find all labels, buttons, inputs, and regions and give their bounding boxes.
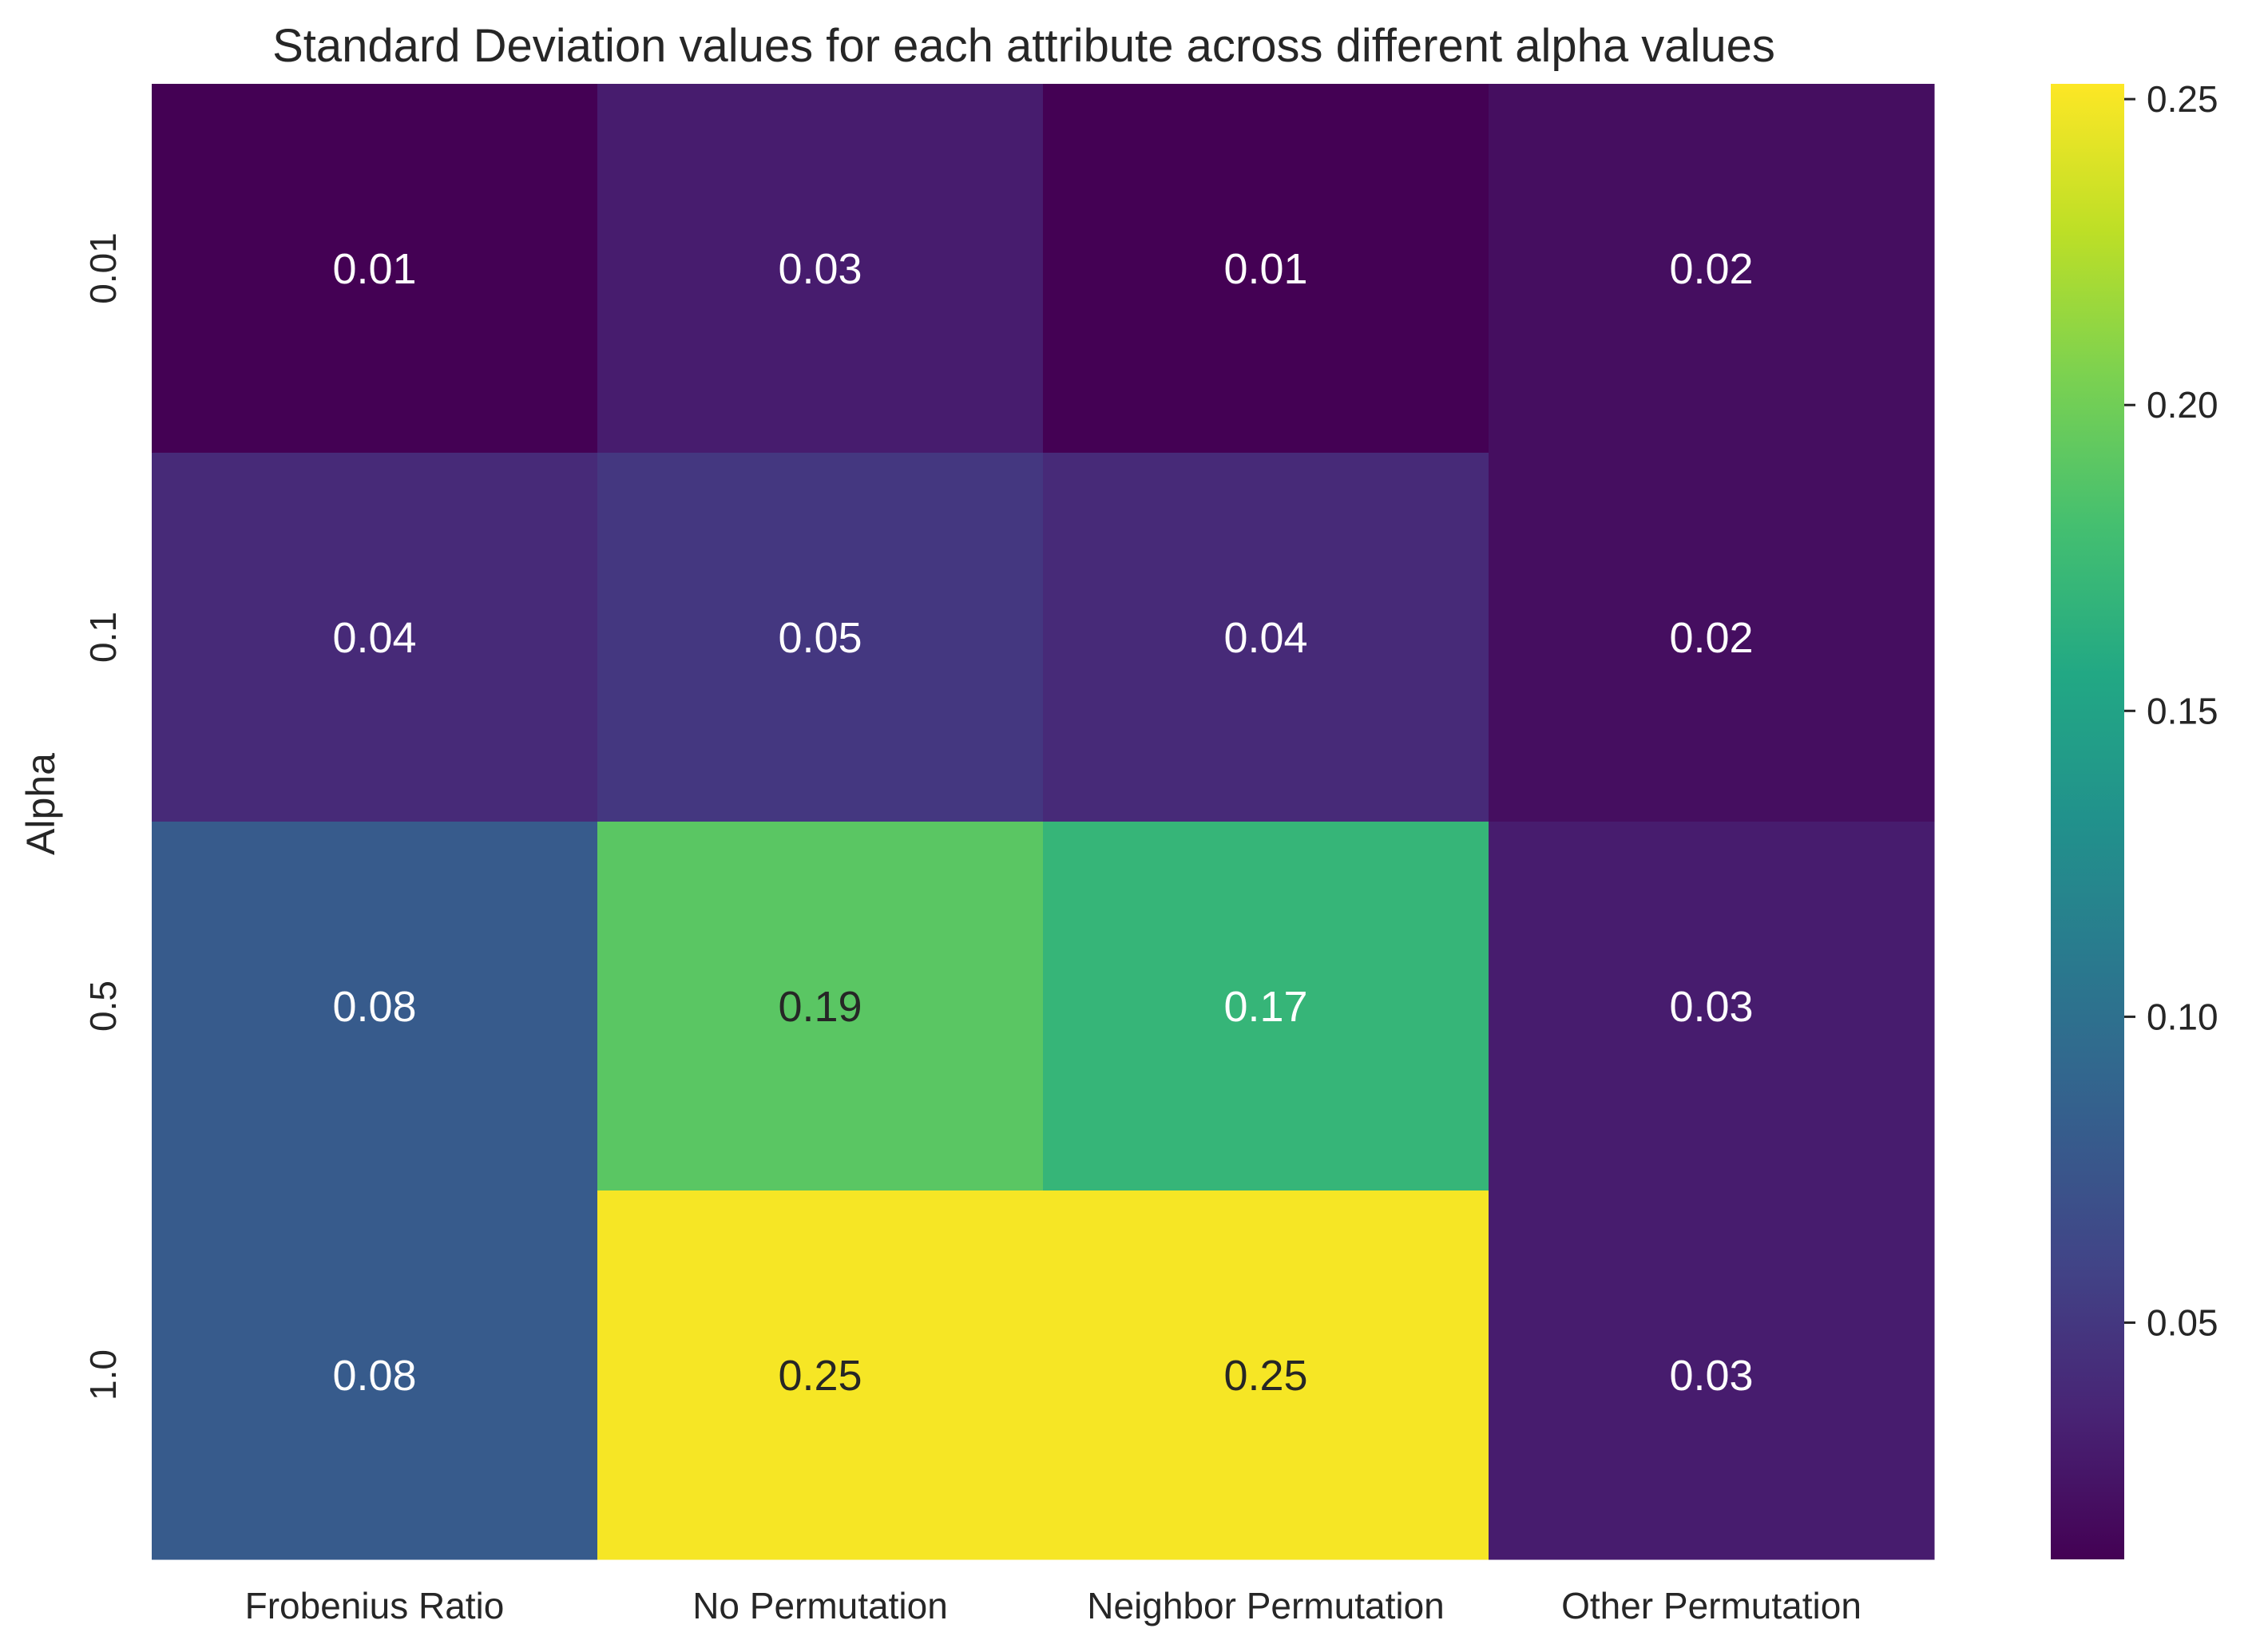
- heatmap-cell-r1-c0: [152, 453, 598, 822]
- y-tick-label: 0.01: [82, 232, 124, 304]
- cell-value-label-r2-c2: 0.17: [1223, 983, 1307, 1031]
- heatmap-cell-r3-c2: [1043, 1190, 1489, 1560]
- x-tick-label: Frobenius Ratio: [245, 1585, 505, 1626]
- cell-value-label-r0-c2: 0.01: [1223, 245, 1307, 293]
- colorbar-tick-label: 0.20: [2147, 384, 2218, 426]
- cell-value-label-r3-c1: 0.25: [778, 1352, 862, 1400]
- heatmap-cell-r0-c1: [597, 84, 1044, 454]
- cell-value-label-r1-c3: 0.02: [1669, 614, 1753, 662]
- y-axis-label: Alpha: [18, 753, 63, 855]
- cell-value-label-r1-c1: 0.05: [778, 614, 862, 662]
- y-tick-label: 0.5: [82, 981, 124, 1032]
- heatmap-cell-r1-c2: [1043, 453, 1489, 822]
- y-tick-labels: 0.01 0.1 0.5 1.0: [82, 232, 124, 1400]
- heatmap-cell-r3-c3: [1489, 1190, 1935, 1560]
- heatmap-cell-r2-c0: [152, 822, 598, 1191]
- chart-title: Standard Deviation values for each attri…: [272, 20, 1775, 72]
- cell-value-label-r2-c1: 0.19: [778, 983, 862, 1031]
- colorbar-tick-label: 0.10: [2147, 996, 2218, 1037]
- cell-value-label-r0-c1: 0.03: [778, 245, 862, 293]
- x-tick-label: Neighbor Permutation: [1087, 1585, 1444, 1626]
- colorbar-tick-label: 0.25: [2147, 78, 2218, 120]
- heatmap-cells: 0.01 0.03 0.01 0.02 0.04 0.05 0.04 0.02 0.08 0.19…: [152, 84, 1935, 1560]
- heatmap-cell-r0-c3: [1489, 84, 1935, 454]
- colorbar-tick-label: 0.05: [2147, 1301, 2218, 1343]
- cell-value-label-r0-c0: 0.01: [332, 245, 416, 293]
- cell-value-label-r2-c3: 0.03: [1669, 983, 1753, 1031]
- cell-value-label-r1-c0: 0.04: [332, 614, 416, 662]
- colorbar-tick-label: 0.15: [2147, 690, 2218, 731]
- heatmap-cell-r0-c2: [1043, 84, 1489, 454]
- cell-value-label-r2-c0: 0.08: [332, 983, 416, 1031]
- heatmap-cell-r1-c1: [597, 453, 1044, 822]
- x-tick-label: Other Permutation: [1561, 1585, 1862, 1626]
- cell-value-label-r0-c3: 0.02: [1669, 245, 1753, 293]
- y-tick-label: 1.0: [82, 1349, 124, 1400]
- cell-value-label-r3-c3: 0.03: [1669, 1352, 1753, 1400]
- heatmap-cell-r0-c0: [152, 84, 598, 454]
- cell-value-label-r1-c2: 0.04: [1223, 614, 1307, 662]
- heatmap-cell-r2-c1: [597, 822, 1044, 1191]
- colorbar-gradient: [2051, 84, 2124, 1559]
- x-tick-labels: Frobenius Ratio No Permutation Neighbor Pe…: [245, 1585, 1862, 1626]
- heatmap-cell-r1-c3: [1489, 453, 1935, 822]
- y-tick-label: 0.1: [82, 612, 124, 663]
- colorbar: 0.05 0.10 0.15 0.20 0.25: [2051, 78, 2218, 1559]
- heatmap-cell-r2-c3: [1489, 822, 1935, 1191]
- heatmap-cell-r3-c0: [152, 1190, 598, 1560]
- heatmap-cell-r3-c1: [597, 1190, 1044, 1560]
- heatmap-cell-r2-c2: [1043, 822, 1489, 1191]
- cell-value-label-r3-c0: 0.08: [332, 1352, 416, 1400]
- x-tick-label: No Permutation: [692, 1585, 948, 1626]
- cell-value-label-r3-c2: 0.25: [1223, 1352, 1307, 1400]
